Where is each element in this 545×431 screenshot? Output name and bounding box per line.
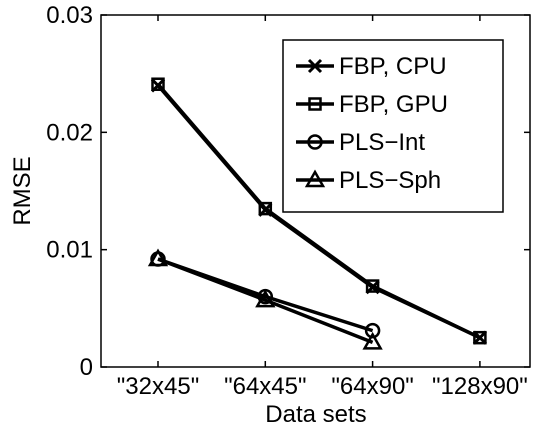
x-axis-label: Data sets <box>265 401 366 428</box>
legend-label: FBP, CPU <box>339 53 447 80</box>
series-line <box>156 83 481 340</box>
series-3 <box>147 248 383 350</box>
y-tick-label: 0 <box>80 354 93 381</box>
legend-label: PLS−Int <box>339 129 425 156</box>
legend-marker <box>308 97 322 111</box>
x-tick-label: "128x90" <box>432 373 528 400</box>
legend-marker <box>307 58 323 74</box>
data-point <box>147 248 169 267</box>
data-point <box>258 201 273 216</box>
series-layer <box>147 77 487 350</box>
data-point <box>255 289 276 308</box>
x-tick-label: "64x90" <box>331 373 413 400</box>
data-point <box>473 330 487 345</box>
data-point <box>362 331 383 350</box>
data-point <box>364 322 381 339</box>
legend-label: PLS−Sph <box>339 167 441 194</box>
y-tick-label: 0.02 <box>46 119 93 146</box>
x-tick-labels: "32x45" "64x45" "64x90" "128x90" <box>117 373 528 400</box>
axis-ticks <box>101 14 530 368</box>
legend: FBP, CPU FBP, GPU PLS−Int PLS−Sph <box>282 39 504 213</box>
data-point <box>151 77 165 91</box>
data-point <box>365 279 380 293</box>
series-line <box>157 257 374 344</box>
y-tick-label: 0.03 <box>46 2 93 29</box>
y-tick-labels: 0 0.01 0.02 0.03 <box>46 2 93 381</box>
x-tick-label: "32x45" <box>117 373 199 400</box>
x-tick-label: "64x45" <box>224 373 306 400</box>
y-tick-label: 0.01 <box>46 237 93 264</box>
legend-marker <box>307 134 323 150</box>
data-point <box>472 330 487 345</box>
y-axis-label: RMSE <box>9 156 36 225</box>
series-1 <box>151 77 487 345</box>
legend-label: FBP, GPU <box>339 91 448 118</box>
legend-marker <box>304 169 326 188</box>
